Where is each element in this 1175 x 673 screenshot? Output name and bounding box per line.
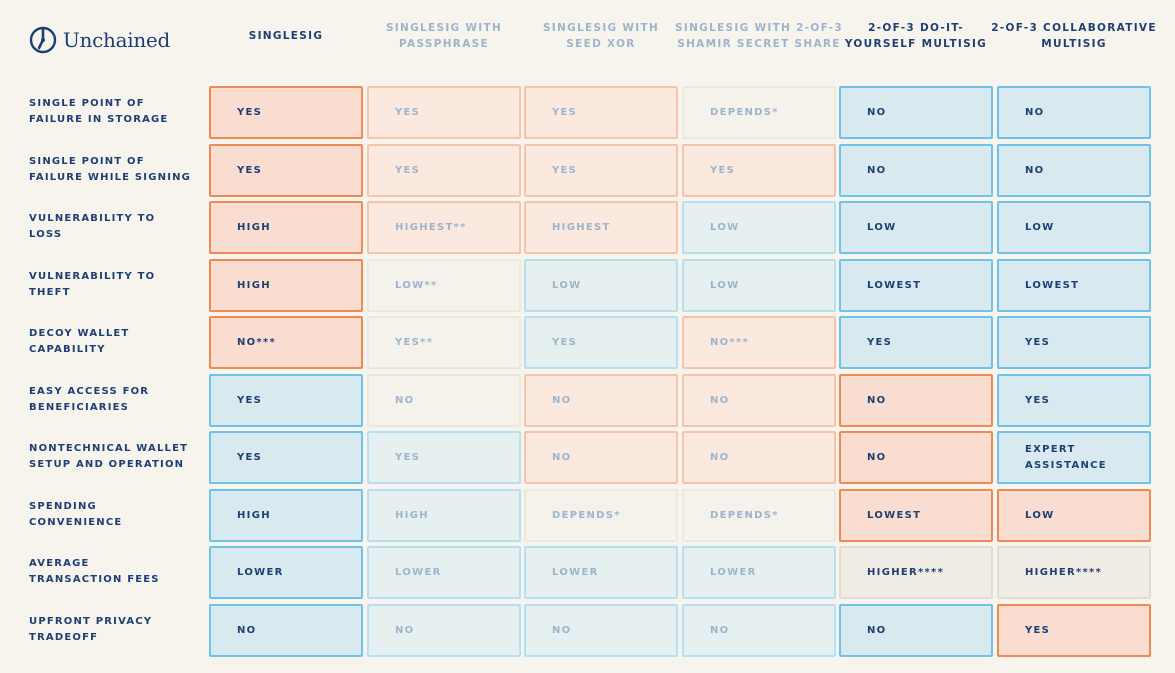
row-label-9: AVERAGE TRANSACTION FEES bbox=[29, 558, 160, 585]
table-cell: YES bbox=[682, 144, 836, 197]
table-cell: LOWEST bbox=[997, 259, 1151, 312]
column-header-2: SINGLESIG WITH PASSPHRASE bbox=[385, 22, 503, 50]
table-cell: DEPENDS* bbox=[524, 489, 678, 542]
column-header-5: 2-OF-3 DO-IT-YOURSELF MULTISIG bbox=[844, 22, 988, 50]
table-cell: NO bbox=[682, 604, 836, 657]
table-cell: YES bbox=[367, 431, 521, 484]
table-cell: YES bbox=[997, 316, 1151, 369]
table-cell: HIGH bbox=[209, 489, 363, 542]
table-cell: HIGH bbox=[209, 201, 363, 254]
table-cell: NO bbox=[524, 374, 678, 427]
table-cell: LOWER bbox=[682, 546, 836, 599]
table-cell: NO bbox=[997, 144, 1151, 197]
unchained-logo-icon bbox=[29, 26, 57, 54]
table-cell: NO*** bbox=[209, 316, 363, 369]
brand-name: Unchained bbox=[63, 28, 170, 52]
table-cell: LOW bbox=[682, 201, 836, 254]
table-cell: YES bbox=[524, 316, 678, 369]
table-cell: YES bbox=[209, 431, 363, 484]
column-header-3: SINGLESIG WITH SEED XOR bbox=[542, 22, 660, 50]
table-cell: LOWER bbox=[209, 546, 363, 599]
table-cell: YES bbox=[367, 144, 521, 197]
table-cell: DEPENDS* bbox=[682, 86, 836, 139]
table-cell: LOW bbox=[682, 259, 836, 312]
table-cell: LOW bbox=[997, 489, 1151, 542]
column-header-1: SINGLESIG bbox=[248, 30, 324, 42]
row-label-2: SINGLE POINT OF FAILURE WHILE SIGNING bbox=[29, 156, 192, 183]
table-cell: EXPERT ASSISTANCE bbox=[997, 431, 1151, 484]
table-cell: NO bbox=[839, 604, 993, 657]
table-cell: LOW bbox=[997, 201, 1151, 254]
table-cell: HIGH bbox=[209, 259, 363, 312]
table-cell: LOW** bbox=[367, 259, 521, 312]
table-cell: YES bbox=[997, 374, 1151, 427]
row-label-4: VULNERABILITY TO THEFT bbox=[29, 271, 156, 298]
table-cell: LOWEST bbox=[839, 489, 993, 542]
table-cell: NO bbox=[839, 431, 993, 484]
table-cell: NO bbox=[524, 604, 678, 657]
table-cell: YES bbox=[367, 86, 521, 139]
table-cell: NO bbox=[367, 604, 521, 657]
table-cell: DEPENDS* bbox=[682, 489, 836, 542]
table-cell: LOWER bbox=[524, 546, 678, 599]
row-label-10: UPFRONT PRIVACY TRADEOFF bbox=[29, 616, 153, 643]
table-cell: YES bbox=[524, 86, 678, 139]
table-cell: NO bbox=[209, 604, 363, 657]
table-cell: NO bbox=[682, 374, 836, 427]
row-label-7: NONTECHNICAL WALLET SETUP AND OPERATION bbox=[29, 443, 189, 470]
column-header-6: 2-OF-3 COLLABORATIVE MULTISIG bbox=[991, 22, 1157, 50]
table-cell: HIGHEST** bbox=[367, 201, 521, 254]
table-cell: YES bbox=[209, 144, 363, 197]
table-cell: NO bbox=[524, 431, 678, 484]
table-cell: HIGHER**** bbox=[839, 546, 993, 599]
table-cell: NO bbox=[839, 144, 993, 197]
table-cell: HIGHER**** bbox=[997, 546, 1151, 599]
table-cell: YES bbox=[997, 604, 1151, 657]
table-cell: NO bbox=[682, 431, 836, 484]
table-cell: HIGH bbox=[367, 489, 521, 542]
column-header-4: SINGLESIG WITH 2-OF-3 SHAMIR SECRET SHAR… bbox=[675, 22, 843, 50]
row-label-5: DECOY WALLET CAPABILITY bbox=[29, 328, 130, 355]
table-cell: YES bbox=[209, 374, 363, 427]
row-label-1: SINGLE POINT OF FAILURE IN STORAGE bbox=[29, 98, 169, 125]
table-cell: HIGHEST bbox=[524, 201, 678, 254]
table-cell: YES** bbox=[367, 316, 521, 369]
row-label-6: EASY ACCESS FOR BENEFICIARIES bbox=[29, 386, 150, 413]
table-cell: NO bbox=[839, 86, 993, 139]
table-cell: LOW bbox=[524, 259, 678, 312]
table-cell: LOWER bbox=[367, 546, 521, 599]
row-label-8: SPENDING CONVENIENCE bbox=[29, 501, 123, 528]
table-cell: YES bbox=[839, 316, 993, 369]
table-cell: NO*** bbox=[682, 316, 836, 369]
table-cell: NO bbox=[839, 374, 993, 427]
table-cell: YES bbox=[524, 144, 678, 197]
brand-logo: Unchained bbox=[29, 24, 170, 56]
table-cell: NO bbox=[997, 86, 1151, 139]
table-cell: YES bbox=[209, 86, 363, 139]
row-label-3: VULNERABILITY TO LOSS bbox=[29, 213, 156, 240]
table-cell: LOW bbox=[839, 201, 993, 254]
table-cell: LOWEST bbox=[839, 259, 993, 312]
table-cell: NO bbox=[367, 374, 521, 427]
